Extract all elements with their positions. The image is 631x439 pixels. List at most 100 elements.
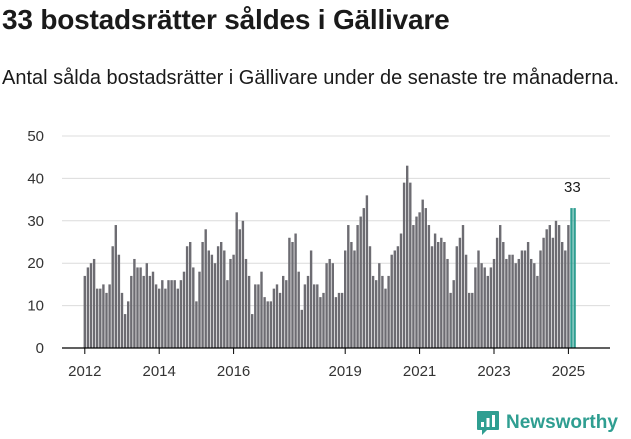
bar [468,292,471,348]
bar [421,199,424,348]
bar [384,288,387,348]
bar [508,254,511,348]
bar [396,246,400,348]
bar [111,246,114,348]
bar [399,233,403,348]
bar [235,212,238,348]
bar [303,284,307,348]
bar [213,263,217,348]
bar [449,292,452,348]
bar [148,275,152,348]
bar [263,297,266,348]
bar [185,246,189,348]
bar [257,284,260,348]
bar [409,182,412,348]
bar [176,288,179,348]
bar [430,246,434,348]
bar [337,292,341,348]
bar [520,250,524,348]
bar [415,216,418,348]
bar [189,242,192,348]
y-tick-label: 0 [36,340,44,357]
bar [542,237,545,348]
bar [297,271,300,348]
bar [446,258,449,348]
newsworthy-brand: Newsworthy [476,408,618,438]
y-tick-label: 40 [27,170,44,187]
bar [359,216,362,348]
bar [105,292,108,348]
bar [291,242,294,348]
bar [192,267,195,348]
x-tick-label: 2021 [403,363,436,380]
bar [238,229,241,348]
bar [461,225,465,348]
newsworthy-logo-icon [477,411,499,435]
bar [458,237,462,348]
bar-highlight [570,208,573,348]
bar [334,297,338,348]
bar [514,263,517,348]
bars [83,165,576,348]
bar [353,250,356,348]
bar [167,280,170,348]
bar [344,250,347,348]
bar [440,237,443,348]
bar [204,229,207,348]
bar [201,242,204,348]
axes: 0 10 20 30 40 50 2012 2014 2016 2019 2021 2023 2025 3… [27,128,610,380]
bar [412,225,415,348]
bar [254,284,257,348]
bar [378,263,381,348]
bar [232,254,235,348]
latest-value-label: 33 [564,179,581,196]
bar [220,242,223,348]
bar [251,314,254,348]
brand-name: Newsworthy [506,412,618,433]
bar [282,275,285,348]
bar [526,242,530,348]
bar [505,258,508,348]
bar [154,284,158,348]
bar [557,225,561,348]
bar [406,165,409,348]
bar [247,275,251,348]
bar [198,271,201,348]
bar [331,263,334,348]
bar [260,271,263,348]
bar [241,220,245,348]
bar [356,225,359,348]
bar [285,280,288,348]
bar [86,267,90,348]
bar [362,208,365,348]
bar [418,212,421,348]
bar [381,275,384,348]
bar [195,301,198,348]
bar [319,297,322,348]
bar [266,301,269,348]
bar [210,254,214,348]
bar [350,242,353,348]
bar [452,280,455,348]
bar [313,284,316,348]
bar [102,284,105,348]
bar [92,258,96,348]
bar [530,258,533,348]
bar [471,292,474,348]
bar [393,250,396,348]
bar [89,263,93,348]
bar [325,263,328,348]
chart-subtitle: Antal sålda bostadsrätter i Gällivare un… [2,67,620,89]
bar [161,280,164,348]
bar [223,250,226,348]
bar [437,242,440,348]
bar [486,275,489,348]
bar [511,254,514,348]
bar [517,258,520,348]
bar [83,275,86,348]
bar [492,258,496,348]
bar [164,288,167,348]
bar [365,195,369,348]
bar [182,271,186,348]
bar [170,280,173,348]
